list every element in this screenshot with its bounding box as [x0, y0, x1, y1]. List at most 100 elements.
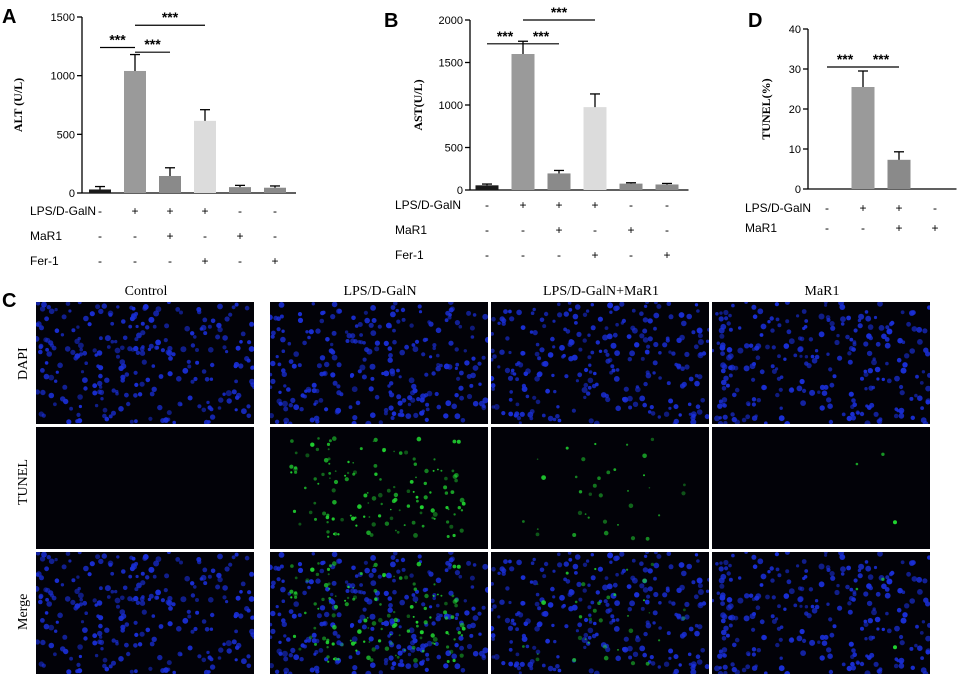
- condition-sign-A: -: [273, 204, 277, 218]
- condition-sign-B: +: [555, 198, 562, 212]
- condition-label-B: MaR1: [395, 223, 427, 237]
- column-title-lps-mar1: LPS/D-GalN+MaR1: [542, 284, 659, 299]
- condition-sign-B: +: [663, 248, 670, 262]
- y-tick-label-B: 2000: [439, 15, 463, 27]
- row-title-tunel: TUNEL: [16, 459, 31, 505]
- condition-sign-B: +: [627, 223, 634, 237]
- condition-sign-A: +: [236, 229, 243, 243]
- panel-letter-c: C: [2, 290, 17, 312]
- condition-sign-B: -: [557, 248, 561, 262]
- condition-sign-A: -: [203, 229, 207, 243]
- column-title-control: Control: [124, 284, 168, 299]
- column-title-lps: LPS/D-GalN: [343, 284, 417, 299]
- micrograph-merge-3: [712, 552, 930, 674]
- significance-label-B: ***: [551, 4, 568, 20]
- condition-sign-B: -: [665, 223, 669, 237]
- condition-label-A: LPS/D-GalN: [30, 204, 96, 218]
- significance-label-A: ***: [162, 9, 179, 25]
- condition-sign-B: -: [629, 248, 633, 262]
- condition-sign-D: +: [931, 221, 938, 235]
- condition-sign-B: -: [521, 248, 525, 262]
- condition-sign-A: -: [98, 229, 102, 243]
- condition-sign-A: -: [168, 254, 172, 268]
- condition-sign-D: -: [825, 201, 829, 215]
- condition-sign-A: -: [133, 229, 137, 243]
- micrograph-dapi-0: [36, 302, 254, 424]
- condition-sign-D: -: [825, 221, 829, 235]
- condition-label-A: MaR1: [30, 229, 62, 243]
- condition-sign-B: -: [521, 223, 525, 237]
- condition-sign-A: -: [238, 204, 242, 218]
- significance-label-D: ***: [837, 51, 854, 67]
- condition-sign-A: +: [166, 204, 173, 218]
- bar-B: [475, 185, 499, 190]
- y-tick-label-A: 1500: [51, 12, 75, 24]
- y-axis-label-A: ALT (U/L): [11, 78, 25, 132]
- bar-D: [851, 87, 875, 189]
- bar-D: [887, 159, 911, 189]
- condition-label-B: Fer-1: [395, 248, 424, 262]
- micrograph-dapi-2: [491, 302, 709, 424]
- bar-B: [547, 173, 571, 190]
- condition-sign-A: +: [131, 204, 138, 218]
- y-tick-label-D: 30: [789, 64, 801, 76]
- significance-label-B: ***: [533, 28, 550, 44]
- row-title-dapi: DAPI: [16, 347, 31, 380]
- column-title-mar1: MaR1: [804, 284, 840, 299]
- row-title-merge: Merge: [16, 593, 31, 630]
- y-tick-label-B: 1500: [439, 58, 463, 70]
- panel-letter-b: B: [384, 10, 399, 32]
- micrograph-tunel-2: [491, 427, 709, 549]
- micrograph-dapi-1: [270, 302, 488, 424]
- bar-A: [264, 187, 286, 193]
- condition-sign-D: +: [895, 221, 902, 235]
- condition-sign-A: -: [273, 229, 277, 243]
- condition-sign-D: -: [861, 221, 865, 235]
- condition-label-D: LPS/D-GalN: [745, 201, 811, 215]
- micrograph-dapi-3: [712, 302, 930, 424]
- y-tick-label-B: 0: [457, 185, 463, 197]
- bar-B: [583, 107, 607, 190]
- condition-sign-B: +: [519, 198, 526, 212]
- condition-sign-A: +: [166, 229, 173, 243]
- y-tick-label-B: 500: [445, 143, 463, 155]
- condition-sign-D: +: [859, 201, 866, 215]
- condition-label-A: Fer-1: [30, 254, 59, 268]
- condition-sign-A: -: [238, 254, 242, 268]
- condition-sign-A: +: [201, 254, 208, 268]
- condition-sign-D: -: [933, 201, 937, 215]
- significance-label-A: ***: [109, 32, 126, 48]
- micrograph-tunel-1: [270, 427, 488, 549]
- micrograph-merge-2: [491, 552, 709, 674]
- micrograph-tunel-3: [712, 427, 930, 549]
- condition-sign-B: +: [591, 198, 598, 212]
- micrograph-merge-1: [270, 552, 488, 674]
- bar-A: [194, 120, 216, 193]
- condition-sign-B: +: [555, 223, 562, 237]
- y-tick-label-D: 0: [795, 184, 801, 196]
- y-tick-label-D: 10: [789, 144, 801, 156]
- condition-sign-A: +: [201, 204, 208, 218]
- significance-label-B: ***: [497, 28, 514, 44]
- bar-A: [124, 70, 146, 193]
- significance-label-A: ***: [144, 36, 161, 52]
- y-tick-label-A: 0: [69, 188, 75, 200]
- condition-sign-A: -: [98, 204, 102, 218]
- micrograph-merge-0: [36, 552, 254, 674]
- bar-A: [229, 187, 251, 193]
- condition-sign-A: +: [271, 254, 278, 268]
- condition-sign-B: -: [485, 223, 489, 237]
- condition-sign-B: -: [485, 198, 489, 212]
- bar-A: [159, 175, 181, 193]
- condition-sign-B: +: [591, 248, 598, 262]
- y-axis-label-B: AST(U/L): [411, 79, 425, 130]
- significance-label-D: ***: [873, 51, 890, 67]
- y-tick-label-B: 1000: [439, 100, 463, 112]
- condition-sign-B: -: [629, 198, 633, 212]
- condition-sign-B: -: [485, 248, 489, 262]
- condition-sign-A: -: [98, 254, 102, 268]
- condition-sign-D: +: [895, 201, 902, 215]
- condition-sign-A: -: [133, 254, 137, 268]
- y-tick-label-A: 500: [57, 129, 75, 141]
- condition-label-B: LPS/D-GalN: [395, 198, 461, 212]
